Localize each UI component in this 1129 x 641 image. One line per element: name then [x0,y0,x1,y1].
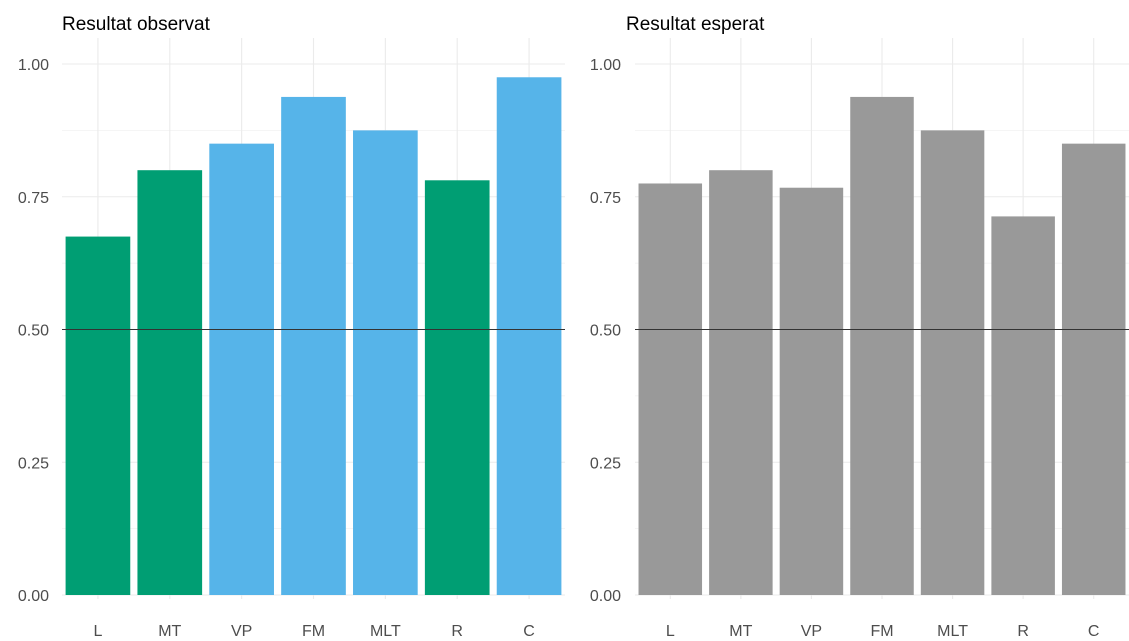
bar-vp [209,143,274,595]
y-tick-label: 0.50 [590,323,621,340]
x-tick-label: VP [801,623,822,640]
x-tick-label: FM [302,623,325,640]
y-tick-label: 0.00 [590,588,621,605]
chart-title-expected: Resultat esperat [626,14,765,35]
chart-panel-expected: Resultat esperat 0.00 0.25 0.50 0.75 1.00 L MT… [565,0,1129,641]
x-tick-label: L [93,623,102,640]
bar-mt [137,170,203,595]
bar-mlt [353,130,418,595]
x-tick-label: MLT [937,623,968,640]
bar-r [991,216,1055,595]
x-tick-label: MT [729,623,752,640]
y-tick-label: 0.50 [18,323,49,340]
y-tick-label: 0.00 [18,588,49,605]
chart-expected-svg: 0.00 0.25 0.50 0.75 1.00 L MT VP FM MLT R C [590,38,1129,640]
x-tick-label: R [451,623,463,640]
y-tick-label: 0.25 [18,455,49,472]
x-tick-label: MT [158,623,181,640]
bar-c [1061,143,1126,595]
y-tick-label: 1.00 [18,57,49,74]
bar-mlt [920,130,985,595]
chart-observed-svg: 0.00 0.25 0.50 0.75 1.00 L MT VP FM MLT R C [18,38,565,640]
chart-title-observed: Resultat observat [62,14,210,35]
x-tick-label: R [1017,623,1029,640]
x-tick-label: FM [870,623,893,640]
y-tick-label: 0.25 [590,455,621,472]
bar-r [424,180,490,595]
bar-fm [281,96,346,595]
bar-c [496,77,562,595]
x-tick-label: C [523,623,535,640]
y-tick-label: 1.00 [590,57,621,74]
x-tick-label: MLT [370,623,401,640]
x-tick-label: C [1088,623,1100,640]
bar-mt [709,170,773,595]
x-tick-label: VP [231,623,252,640]
bar-fm [850,96,914,595]
chart-panel-observed: Resultat observat 0.00 0.25 0.50 0.75 1.00 L M… [18,14,565,640]
bar-vp [779,187,844,595]
bar-l [65,236,131,595]
y-tick-label: 0.75 [18,190,49,207]
bar-l [638,183,703,595]
x-tick-label: L [666,623,675,640]
y-tick-label: 0.75 [590,190,621,207]
